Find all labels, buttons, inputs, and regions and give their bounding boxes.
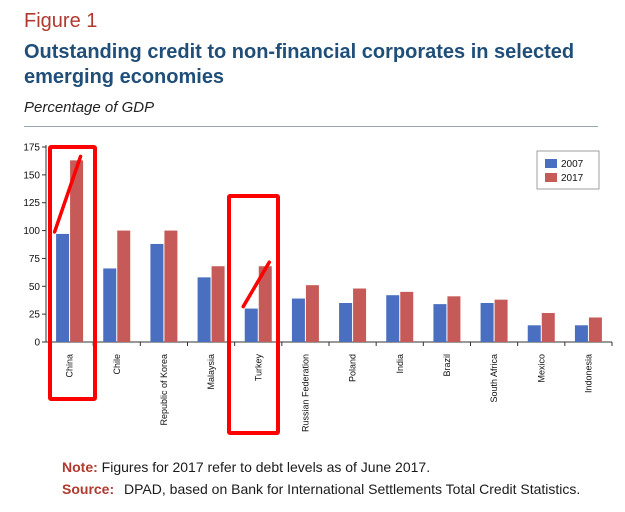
source-label: Source: <box>62 481 115 497</box>
x-tick-label: Mexico <box>536 354 546 383</box>
x-tick-label: Malaysia <box>206 354 216 390</box>
bar-2017 <box>541 313 555 342</box>
x-axis-labels: China Chile Republic of Korea Malaysia Turke… <box>65 342 613 432</box>
legend-swatch-2007 <box>545 159 557 168</box>
bar-2007 <box>197 277 211 342</box>
y-tick-label: 150 <box>23 170 40 181</box>
chart-subtitle: Percentage of GDP <box>24 99 155 116</box>
bar-2007 <box>386 295 400 342</box>
bar-2007 <box>574 325 588 342</box>
bar-group <box>56 160 602 342</box>
x-tick-label: Indonesia <box>583 354 593 393</box>
chart-title: Outstanding credit to non-financial corp… <box>24 41 575 88</box>
figure-label: Figure 1 <box>24 10 98 32</box>
bar-2017 <box>211 266 225 342</box>
y-tick-label: 0 <box>34 338 40 349</box>
note: Note: Figures for 2017 refer to debt lev… <box>62 459 430 475</box>
bar-2007 <box>480 303 494 342</box>
x-tick-label: India <box>395 354 405 374</box>
bar-2007 <box>103 268 117 342</box>
legend-label-2007: 2007 <box>561 159 584 170</box>
y-tick-label: 125 <box>23 198 40 209</box>
annotation-layer <box>48 145 280 435</box>
y-tick-label: 25 <box>29 310 41 321</box>
title-divider <box>24 126 598 127</box>
x-tick-label: Poland <box>348 354 358 382</box>
bar-2007 <box>339 303 353 342</box>
legend-swatch-2017 <box>545 173 557 182</box>
legend-box <box>536 150 600 190</box>
bar-2017 <box>70 160 84 342</box>
y-tick-label: 50 <box>29 282 41 293</box>
bar-2007 <box>291 298 305 342</box>
bar-2017 <box>258 266 272 342</box>
y-tick-label: 75 <box>29 254 41 265</box>
slash-mark-turkey <box>241 260 271 309</box>
x-tick-label: Turkey <box>253 354 263 382</box>
bar-2017 <box>117 230 131 342</box>
note-text: Figures for 2017 refer to debt levels as… <box>101 459 431 475</box>
bar-2007 <box>433 304 447 342</box>
y-tick-label: 175 <box>23 143 40 154</box>
source-text: DPAD, based on Bank for International Se… <box>124 481 581 497</box>
slash-mark-china <box>52 154 83 234</box>
bar-2007 <box>527 325 541 342</box>
x-tick-label: China <box>65 354 75 378</box>
highlight-box-turkey <box>227 194 280 435</box>
bar-2017 <box>305 285 319 342</box>
bar-chart: 0 25 50 75 100 125 150 175 China Chile Republic o… <box>23 143 613 435</box>
legend: 2007 2017 <box>536 150 600 190</box>
bar-2017 <box>400 291 414 342</box>
bar-2017 <box>447 296 461 342</box>
y-tick-label: 100 <box>23 226 40 237</box>
x-tick-label: Brazil <box>442 354 452 377</box>
bar-2017 <box>588 317 602 342</box>
bar-2007 <box>244 308 258 342</box>
legend-label-2017: 2017 <box>561 173 584 184</box>
source: Source: DPAD, based on Bank for Internat… <box>62 481 580 497</box>
bar-2017 <box>353 288 367 342</box>
note-label: Note: <box>62 459 98 475</box>
bar-2007 <box>56 233 70 342</box>
x-tick-label: Chile <box>112 354 122 375</box>
x-tick-label: South Africa <box>489 354 499 403</box>
bar-2017 <box>494 299 508 342</box>
highlight-box-china <box>48 145 97 401</box>
x-tick-label: Russian Federation <box>300 354 310 432</box>
x-tick-label: Republic of Korea <box>159 354 169 426</box>
bar-2007 <box>150 243 164 342</box>
bar-2017 <box>164 230 178 342</box>
